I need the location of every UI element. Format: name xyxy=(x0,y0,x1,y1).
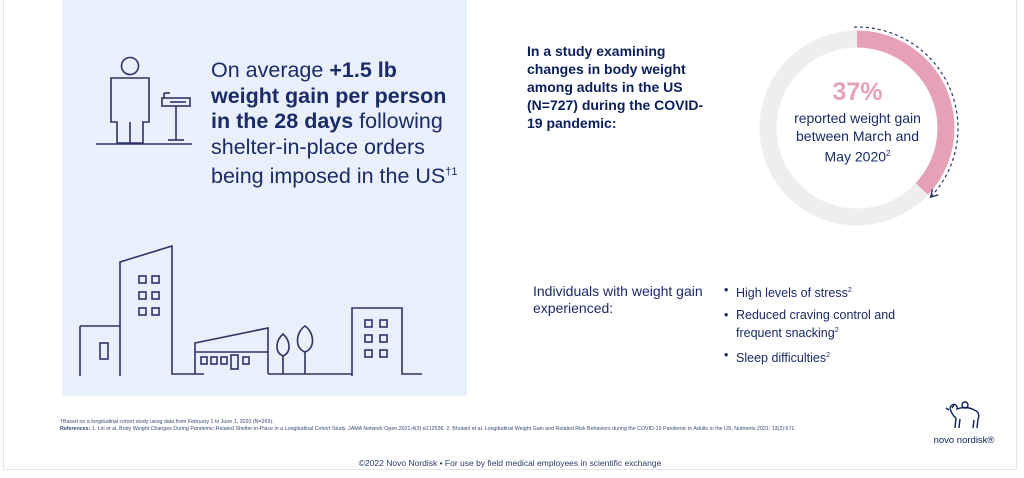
study-description: In a study examining changes in body wei… xyxy=(527,43,704,131)
logo-text: novo nordisk® xyxy=(933,435,995,446)
person-icon xyxy=(96,56,192,145)
references-label: References: xyxy=(60,426,91,432)
bullet-glyph: • xyxy=(724,283,729,297)
bullet-glyph: • xyxy=(724,308,729,323)
copyright: ©2022 Novo Nordisk • For use by field me… xyxy=(358,458,662,468)
left-panel xyxy=(62,0,467,396)
headline-rest: following shelter-in-place orders being … xyxy=(211,109,446,189)
headline-sup: †1 xyxy=(445,166,458,178)
apis-bull-logo-icon xyxy=(945,401,980,429)
percent-description-sup: 2 xyxy=(886,149,891,158)
footnotes: †Based on a longitudinal cohort study us… xyxy=(60,419,900,433)
list-item-text: High levels of stress xyxy=(736,286,848,301)
list-item-text: Reduced craving control and frequent sna… xyxy=(736,308,896,341)
list-item: • Reduced craving control and frequent sn… xyxy=(724,308,911,341)
percent-description-text: reported weight gain between March and M… xyxy=(794,110,921,165)
list-item: • Sleep difficulties2 xyxy=(724,348,911,366)
bullet-glyph: • xyxy=(724,348,729,363)
footnote-dagger: †Based on a longitudinal cohort study us… xyxy=(60,419,274,425)
scale-icon xyxy=(161,92,191,141)
percent-description: reported weight gain between March and M… xyxy=(790,109,925,166)
references-text: 1. Lin et al. Body Weight Changes During… xyxy=(90,426,796,432)
list-item-text: Sleep difficulties xyxy=(736,351,827,366)
list-item: • High levels of stress2 xyxy=(724,283,911,301)
list-item-sup: 2 xyxy=(826,352,831,360)
footnote-references: References: 1. Lin et al. Body Weight Ch… xyxy=(60,426,900,433)
city-skyline-icon xyxy=(79,244,422,376)
percent-donut xyxy=(759,26,959,226)
individuals-label: Individuals with weight gain experienced… xyxy=(533,283,703,316)
headline-stat: On average +1.5 lb weight gain per perso… xyxy=(211,58,461,190)
list-item-sup: 2 xyxy=(834,327,839,335)
list-item-sup: 2 xyxy=(847,287,852,294)
percent-label: 37% xyxy=(832,78,883,106)
arrowhead-icon xyxy=(929,189,939,199)
headline-bold: +1.5 lb weight gain per person in the 28… xyxy=(211,58,447,133)
experience-list: • High levels of stress2 • Reduced craving… xyxy=(724,283,911,373)
donut-arc xyxy=(759,30,955,226)
novo-nordisk-logo: novo nordisk® xyxy=(928,398,1000,446)
headline-prefix: On average xyxy=(211,58,330,82)
